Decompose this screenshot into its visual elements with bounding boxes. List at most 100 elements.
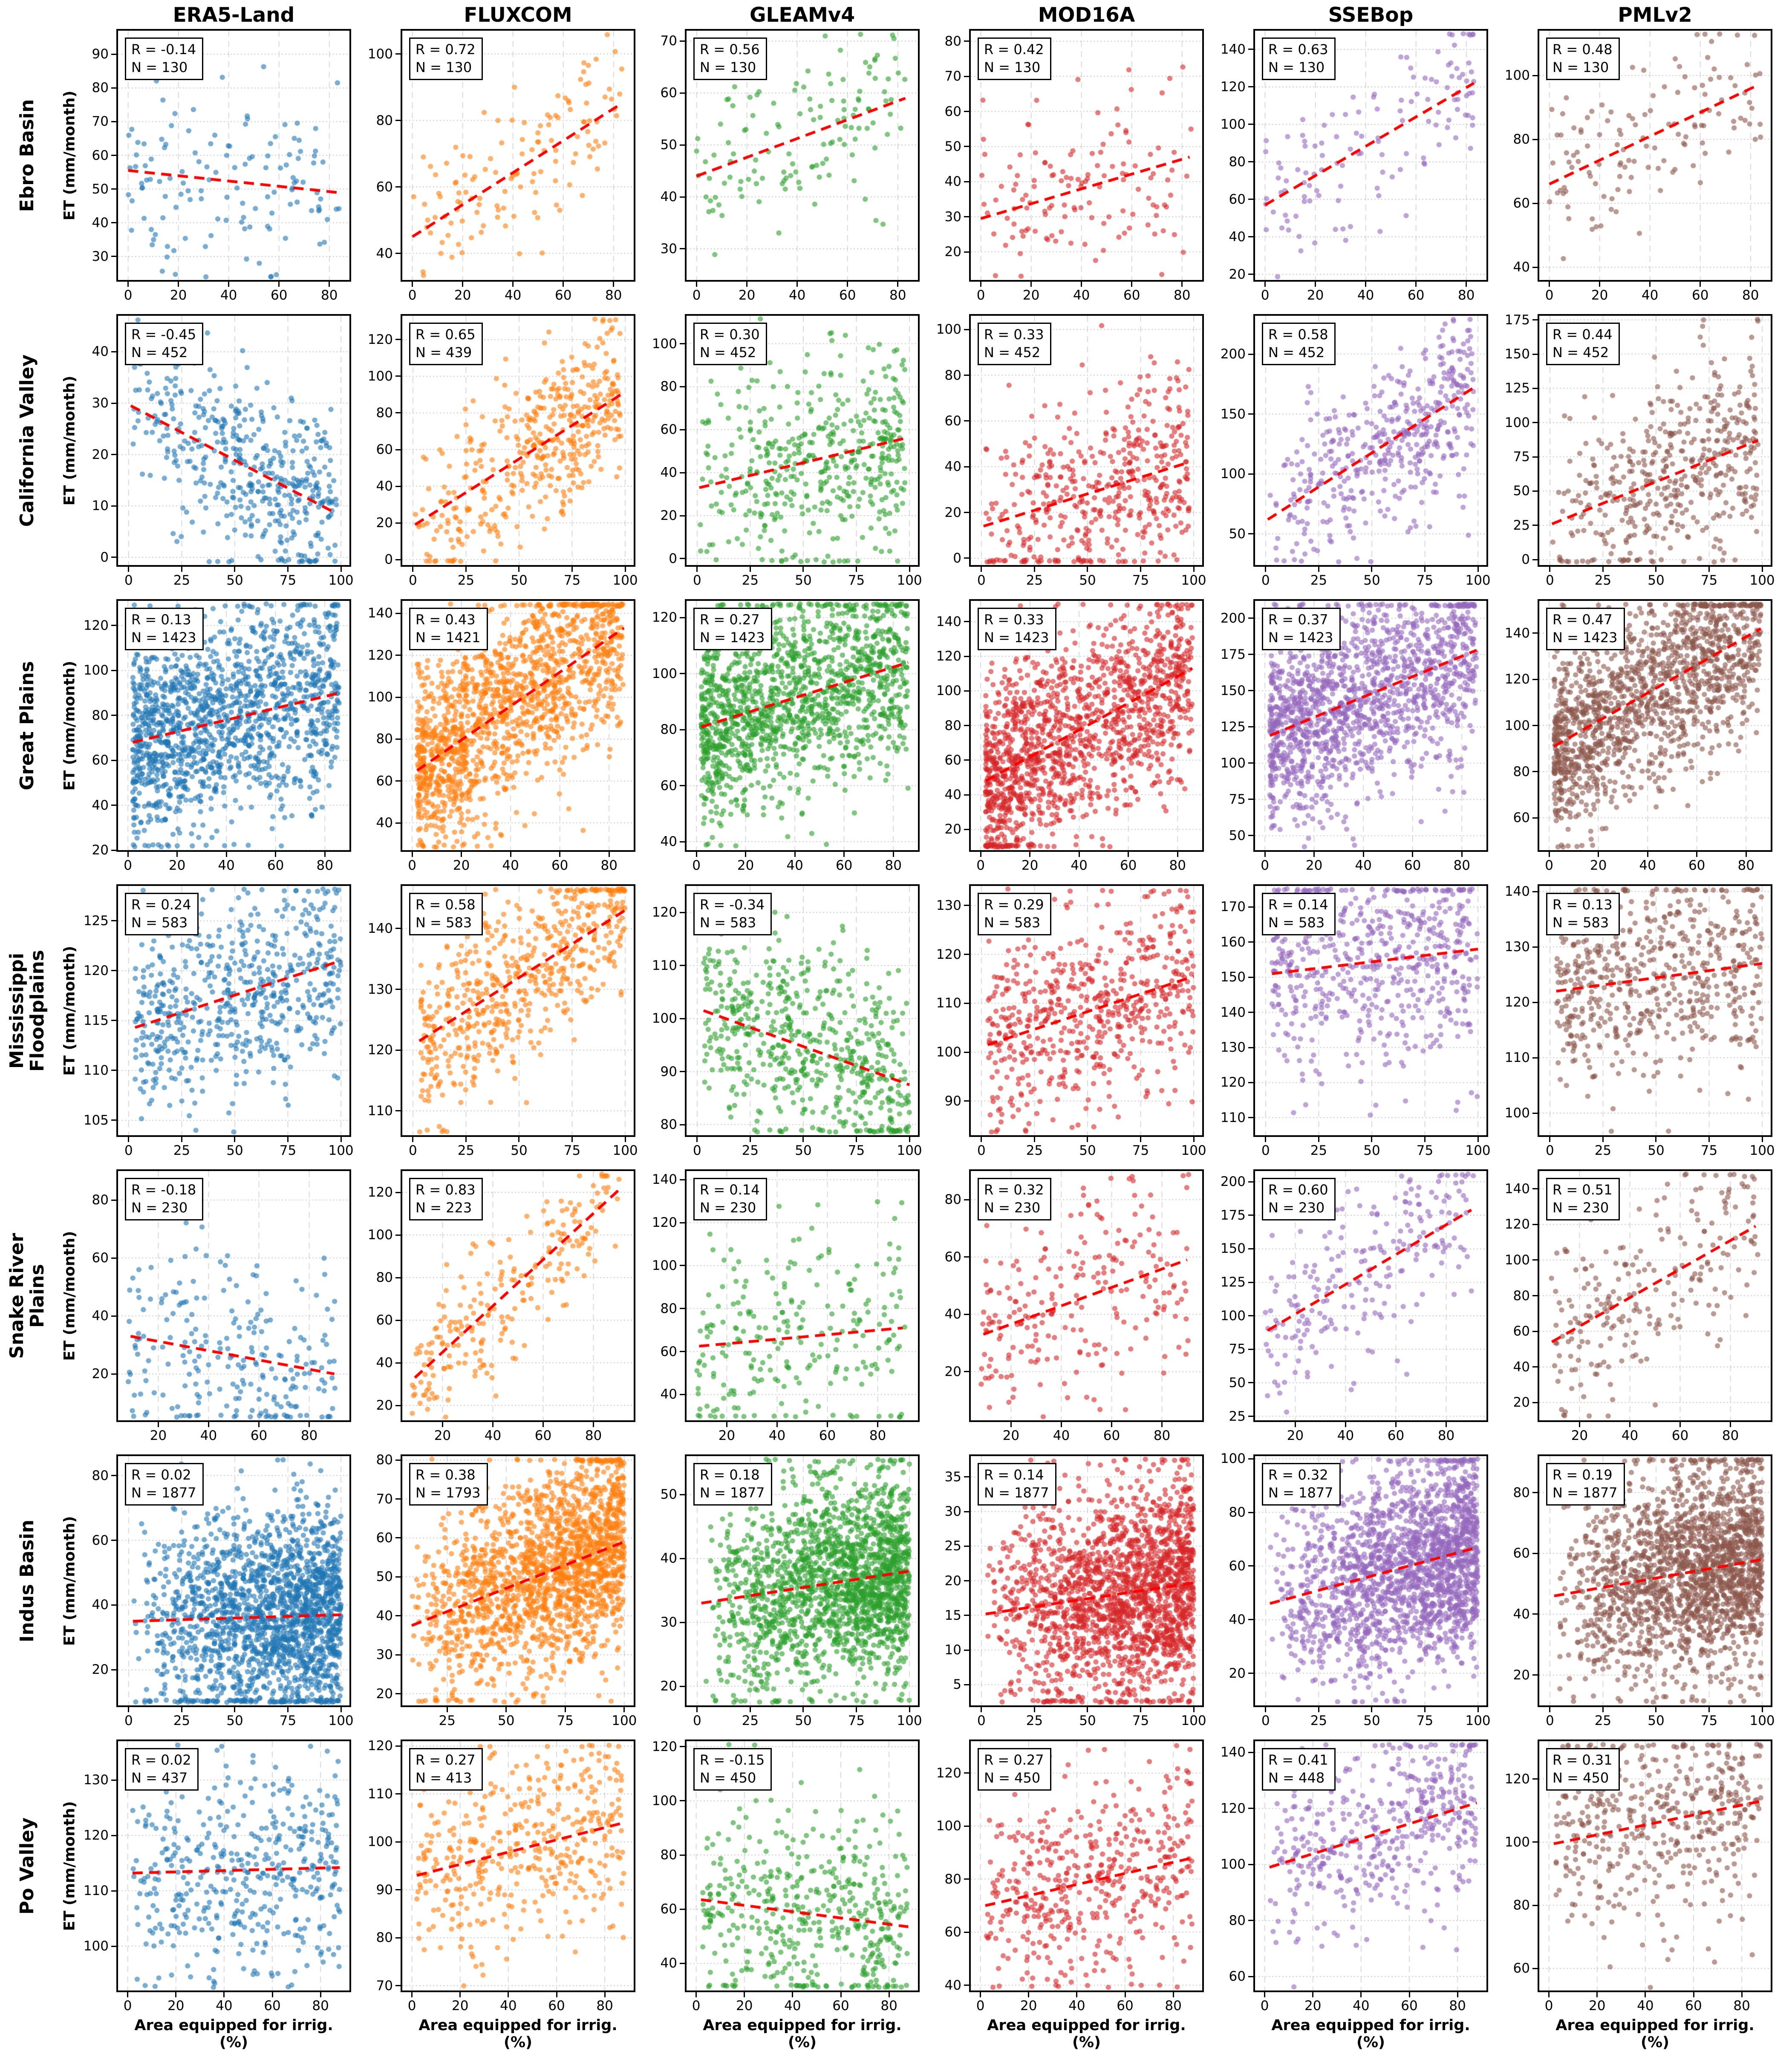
y-tick-mark <box>1532 456 1538 458</box>
x-tick-label: 100 <box>1465 573 1491 588</box>
x-tick-mark <box>225 852 227 857</box>
x-tick-mark <box>726 1422 727 1427</box>
stat-n-value: N = 1423 <box>984 629 1049 646</box>
y-tick-mark <box>964 146 969 147</box>
x-tick-mark <box>1030 282 1032 287</box>
y-tick-mark <box>111 454 116 456</box>
y-tick-label: 80 <box>92 1468 109 1483</box>
stat-n-value: N = 437 <box>131 1770 188 1786</box>
y-tick-mark <box>395 1615 401 1617</box>
x-tick-mark <box>749 567 751 572</box>
stat-r-value: R = 0.33 <box>984 326 1044 343</box>
x-tick-label: 20 <box>434 1428 451 1443</box>
y-tick-mark <box>1248 473 1253 475</box>
x-tick-mark <box>796 282 798 287</box>
y-tick-mark <box>1248 1863 1253 1865</box>
y-tick-label: 100 <box>1504 68 1530 83</box>
y-tick-label: 100 <box>1220 116 1246 132</box>
x-tick-label: 50 <box>1079 573 1096 588</box>
x-tick-mark <box>802 567 804 572</box>
x-tick-mark <box>518 567 520 572</box>
stat-n-value: N = 230 <box>1552 1200 1609 1216</box>
y-tick-label: 120 <box>367 1185 393 1200</box>
y-tick-label: 60 <box>376 179 393 195</box>
stat-r-value: R = 0.14 <box>700 1182 760 1198</box>
y-tick-label: 40 <box>660 1387 677 1402</box>
x-tick-label: 0 <box>1546 573 1554 588</box>
x-tick-label: 100 <box>1749 1143 1775 1158</box>
x-tick-label: 60 <box>1404 858 1421 873</box>
x-tick-label: 60 <box>1117 1998 1134 2013</box>
x-tick-mark <box>1362 852 1364 857</box>
x-tick-label: 50 <box>498 1713 515 1728</box>
stat-r-value: R = 0.19 <box>1552 1467 1613 1483</box>
y-tick-mark <box>111 87 116 89</box>
x-tick-mark <box>564 1707 566 1712</box>
x-tick-label: 20 <box>1589 1998 1606 2013</box>
y-tick-label: 50 <box>1229 1375 1246 1390</box>
stat-box: R = 0.02 N = 1877 <box>125 1463 204 1506</box>
x-tick-label: 20 <box>1020 1998 1037 2013</box>
stat-box: R = 0.13 N = 583 <box>1546 893 1620 936</box>
x-tick-mark <box>1549 282 1550 287</box>
stat-n-value: N = 1423 <box>700 629 765 646</box>
x-tick-label: 40 <box>1637 1998 1654 2013</box>
stat-n-value: N = 130 <box>700 59 756 76</box>
x-tick-label: 75 <box>563 1143 581 1158</box>
y-tick-label: 140 <box>1504 1181 1530 1197</box>
y-tick-label: 90 <box>92 46 109 62</box>
y-tick-label: 40 <box>944 459 961 475</box>
y-tick-label: 0 <box>953 550 961 566</box>
y-tick-label: 100 <box>1220 1308 1246 1324</box>
x-tick-label: 40 <box>504 288 522 303</box>
x-tick-label: 40 <box>1355 858 1372 873</box>
y-tick-mark <box>680 1908 685 1910</box>
x-tick-mark <box>827 1422 828 1427</box>
x-tick-label: 20 <box>1022 288 1040 303</box>
x-tick-mark <box>324 852 326 857</box>
x-tick-label: 0 <box>1261 858 1269 873</box>
x-tick-mark <box>1655 1707 1657 1712</box>
x-tick-label: 0 <box>1261 288 1270 303</box>
y-tick-mark <box>1248 199 1253 200</box>
y-tick-mark <box>964 621 969 623</box>
y-tick-mark <box>395 559 401 560</box>
y-tick-label: 150 <box>1220 683 1246 698</box>
x-tick-mark <box>556 1992 557 1997</box>
stat-n-value: N = 583 <box>700 914 756 931</box>
stat-n-value: N = 452 <box>1552 344 1609 361</box>
y-tick-mark <box>395 522 401 524</box>
x-axis-label: Area equipped for irrig. (%) <box>1271 2017 1470 2051</box>
x-tick-mark <box>1395 1422 1397 1427</box>
y-tick-label: 80 <box>944 718 961 733</box>
stat-n-value: N = 230 <box>984 1200 1041 1216</box>
y-tick-label: 20 <box>944 505 961 520</box>
x-tick-label: 80 <box>605 288 622 303</box>
y-tick-label: 115 <box>83 1013 109 1028</box>
x-tick-label: 75 <box>279 573 297 588</box>
x-tick-mark <box>1693 1992 1694 1997</box>
y-tick-mark <box>680 1854 685 1856</box>
x-tick-mark <box>1647 852 1648 857</box>
stat-r-value: R = 0.43 <box>416 612 476 628</box>
stat-n-value: N = 452 <box>131 344 188 361</box>
x-tick-mark <box>1193 567 1195 572</box>
y-tick-mark <box>111 1669 116 1670</box>
x-tick-mark <box>696 567 698 572</box>
y-tick-label: 40 <box>376 815 393 831</box>
x-tick-mark <box>1700 282 1701 287</box>
x-tick-mark <box>1264 282 1266 287</box>
y-tick-label: 80 <box>376 731 393 747</box>
x-tick-label: 100 <box>1749 573 1775 588</box>
stat-n-value: N = 130 <box>1268 59 1325 76</box>
y-tick-mark <box>395 822 401 824</box>
y-tick-mark <box>395 655 401 656</box>
y-tick-label: 100 <box>367 1834 393 1850</box>
x-tick-mark <box>744 1992 745 1997</box>
y-tick-mark <box>1248 1117 1253 1119</box>
y-tick-label: 40 <box>944 1307 961 1322</box>
y-tick-label: 140 <box>1220 41 1246 57</box>
y-tick-mark <box>1532 202 1538 204</box>
x-tick-label: 75 <box>848 1713 865 1728</box>
